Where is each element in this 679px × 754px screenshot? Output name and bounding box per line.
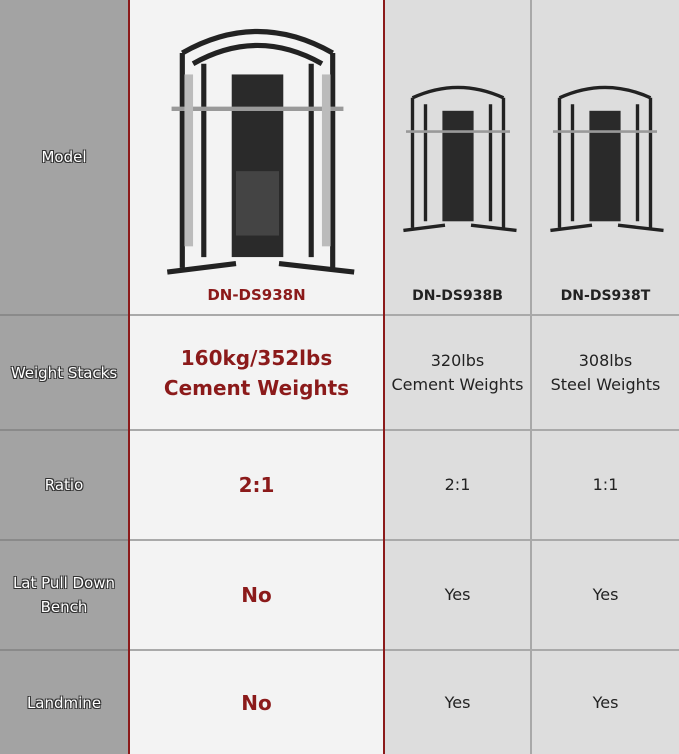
lat-label-cell: Lat Pull Down Bench [0,541,128,651]
weight-type: Cement Weights [163,375,350,400]
ratio-cell: 1:1 [532,431,679,541]
product-image [550,85,664,233]
landmine-value: Yes [444,692,471,712]
weight-cell: 320lbs Cement Weights [385,316,530,431]
landmine-value: No [241,690,272,715]
model-label: Model [41,148,87,166]
model-cell: DN-DS938T [532,0,679,316]
landmine-cell: No [130,651,383,754]
row-labels-column: Model Weight Stacks Ratio Lat Pull Down … [0,0,128,754]
lat-cell: Yes [532,541,679,651]
weight-cell: 308lbs Steel Weights [532,316,679,431]
product-column-b: DN-DS938B 320lbs Cement Weights 2:1 Yes Y… [385,0,532,754]
ratio-value: 2:1 [238,473,275,497]
weight-value: 160kg/352lbs [180,345,333,370]
weight-type: Steel Weights [550,374,661,394]
product-column-highlighted: DN-DS938N 160kg/352lbs Cement Weights 2:1… [128,0,385,754]
ratio-label-cell: Ratio [0,431,128,541]
lat-pull-value: Yes [592,585,619,604]
ratio-cell: 2:1 [130,431,383,541]
product-image [166,29,355,275]
weight-stacks-label: Weight Stacks [10,363,118,382]
landmine-label-cell: Landmine [0,651,128,754]
landmine-value: Yes [592,692,619,712]
ratio-value: 2:1 [444,475,471,494]
landmine-cell: Yes [532,651,679,754]
weight-cell: 160kg/352lbs Cement Weights [130,316,383,431]
weight-value: 320lbs [430,350,485,370]
ratio-value: 1:1 [592,475,619,494]
lat-pull-value: No [241,583,272,607]
landmine-cell: Yes [385,651,530,754]
model-name: DN-DS938N [207,286,306,304]
model-name: DN-DS938B [412,288,503,304]
model-cell: DN-DS938B [385,0,530,316]
ratio-label: Ratio [44,476,84,494]
lat-pull-label: Lat Pull Down Bench [12,574,116,616]
lat-pull-value: Yes [444,585,471,604]
weight-value: 308lbs [578,350,633,370]
lat-cell: Yes [385,541,530,651]
model-label-cell: Model [0,0,128,316]
weight-label-cell: Weight Stacks [0,316,128,431]
model-cell: DN-DS938N [130,0,383,316]
weight-type: Cement Weights [391,374,524,394]
product-image [403,85,517,233]
ratio-cell: 2:1 [385,431,530,541]
model-name: DN-DS938T [560,288,651,304]
product-column-t: DN-DS938T 308lbs Steel Weights 1:1 Yes Ye… [532,0,679,754]
lat-cell: No [130,541,383,651]
landmine-label: Landmine [26,693,102,712]
